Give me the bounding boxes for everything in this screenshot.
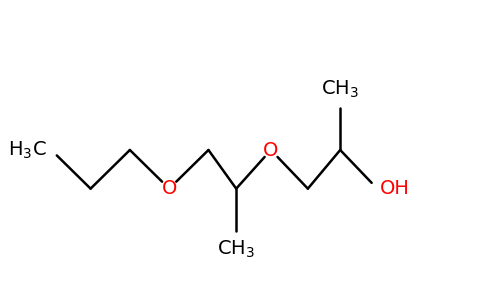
Text: OH: OH — [379, 179, 409, 198]
Text: O: O — [263, 140, 279, 160]
Text: H$_3$C: H$_3$C — [8, 139, 46, 161]
Text: O: O — [162, 179, 177, 198]
Text: CH$_3$: CH$_3$ — [321, 79, 359, 100]
Text: CH$_3$: CH$_3$ — [217, 238, 255, 260]
